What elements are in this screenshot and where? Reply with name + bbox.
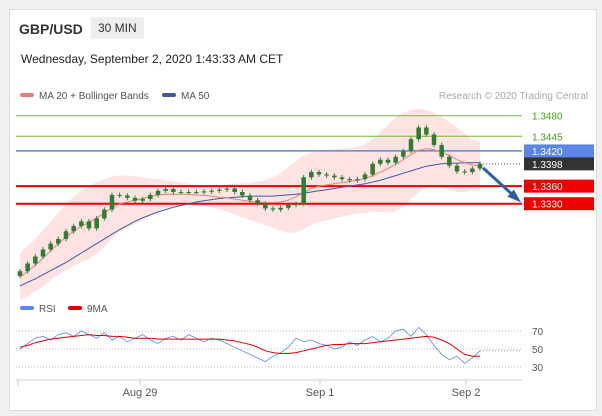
- candle-body: [362, 174, 368, 180]
- level-label-1.3398: 1.3398: [532, 160, 563, 171]
- level-badge-1.3398: [524, 157, 594, 171]
- price-plot: 1.3480 1.3445 1.3420 1.3398 1.3360 1.3330: [16, 108, 594, 301]
- level-label-1.3330: 1.3330: [532, 200, 563, 211]
- level-badge-1.3360: [524, 179, 594, 193]
- candle-body: [477, 163, 483, 169]
- candle-body: [102, 209, 107, 219]
- ma9-legend-swatch: [68, 306, 82, 310]
- candle-body: [171, 189, 176, 192]
- level-label-1.3360: 1.3360: [532, 182, 563, 193]
- candle-body: [194, 192, 199, 193]
- ma20-legend-label: MA 20 + Bollinger Bands: [39, 91, 149, 102]
- rsi-tick-70: 70: [532, 327, 544, 338]
- candle-body: [33, 256, 38, 264]
- symbol-label: GBP/USD: [19, 21, 83, 37]
- candle-body: [25, 263, 30, 272]
- candle-body: [109, 194, 115, 210]
- candle-body: [117, 194, 122, 196]
- candle-body: [232, 188, 237, 192]
- candle-body: [270, 208, 276, 210]
- candle-body: [125, 195, 130, 198]
- rsi-tick-30: 30: [532, 363, 544, 374]
- candle-body: [17, 271, 23, 276]
- candle-body: [163, 189, 168, 191]
- timeframe-badge[interactable]: 30 MIN: [91, 17, 144, 39]
- candle-body: [370, 163, 375, 175]
- candle-body: [309, 172, 314, 178]
- level-label-1.3445: 1.3445: [532, 132, 563, 143]
- candle-body: [431, 134, 437, 146]
- rsi-legend-label: RSI: [39, 304, 56, 315]
- rsi-legend-swatch: [20, 306, 34, 310]
- level-badge-1.3330: [524, 197, 594, 211]
- x-tick-label: Aug 29: [123, 387, 158, 399]
- level-label-1.3420: 1.3420: [532, 147, 563, 158]
- candle-body: [178, 192, 184, 193]
- candle-body: [94, 218, 99, 229]
- candle-body: [71, 226, 76, 232]
- candle-body: [347, 179, 352, 181]
- rsi-tick-50: 50: [532, 345, 544, 356]
- candle-body: [332, 175, 337, 178]
- candle-body: [140, 199, 145, 201]
- level-label-1.3480: 1.3480: [532, 112, 563, 123]
- ma20-legend-swatch: [20, 93, 34, 97]
- candle-body: [393, 156, 398, 163]
- candle-body: [201, 191, 207, 193]
- datetime-label: Wednesday, September 2, 2020 1:43:33 AM …: [21, 52, 284, 66]
- candle-body: [293, 203, 299, 205]
- candle-body: [132, 197, 138, 201]
- rsi-line: [19, 326, 481, 364]
- candle-body: [401, 150, 406, 157]
- candle-body: [424, 127, 429, 135]
- candle-body: [385, 159, 391, 163]
- rsi-plot: 70 50 30: [16, 326, 544, 374]
- candle-body: [63, 231, 69, 239]
- candle-body: [186, 192, 191, 193]
- candle-body: [378, 159, 383, 164]
- x-tick-label: Sep 1: [306, 387, 335, 399]
- candle-body: [416, 127, 421, 140]
- x-tick-label: Sep 2: [452, 387, 481, 399]
- candle-body: [86, 221, 92, 229]
- candle-body: [56, 238, 61, 244]
- candle-body: [324, 174, 329, 176]
- forecast-arrow-head: [507, 189, 521, 203]
- candle-body: [40, 249, 46, 257]
- candle-body: [155, 190, 161, 195]
- candle-body: [278, 207, 283, 210]
- rsi-legend: RSI 9MA: [20, 304, 108, 315]
- price-legend: MA 20 + Bollinger Bands MA 50: [20, 91, 210, 102]
- candle-body: [255, 200, 260, 204]
- candle-body: [454, 165, 460, 172]
- candle-body: [240, 192, 245, 196]
- candle-body: [470, 168, 475, 173]
- candle-body: [263, 203, 268, 209]
- candle-body: [224, 188, 230, 190]
- candle-body: [355, 179, 360, 181]
- candle-body: [408, 139, 414, 151]
- ma9-line: [19, 334, 480, 357]
- ma9-legend-label: 9MA: [87, 304, 108, 315]
- candle-body: [339, 177, 345, 180]
- candle-body: [301, 177, 306, 204]
- candle-body: [316, 172, 322, 175]
- copyright-label: Research © 2020 Trading Central: [438, 91, 588, 102]
- time-axis: Aug 29 Sep 1 Sep 2: [16, 379, 522, 399]
- candle-body: [247, 195, 253, 201]
- candle-body: [286, 204, 291, 208]
- candle-body: [217, 189, 222, 191]
- ma50-legend-swatch: [162, 93, 176, 97]
- candle-body: [48, 243, 53, 250]
- candle-body: [439, 145, 444, 157]
- level-badge-1.3420: [524, 144, 594, 158]
- ma50-legend-label: MA 50: [181, 91, 210, 102]
- candle-body: [79, 221, 84, 227]
- candle-body: [462, 171, 467, 173]
- candle-body: [447, 156, 452, 166]
- candle-body: [148, 194, 153, 200]
- candle-body: [209, 190, 214, 192]
